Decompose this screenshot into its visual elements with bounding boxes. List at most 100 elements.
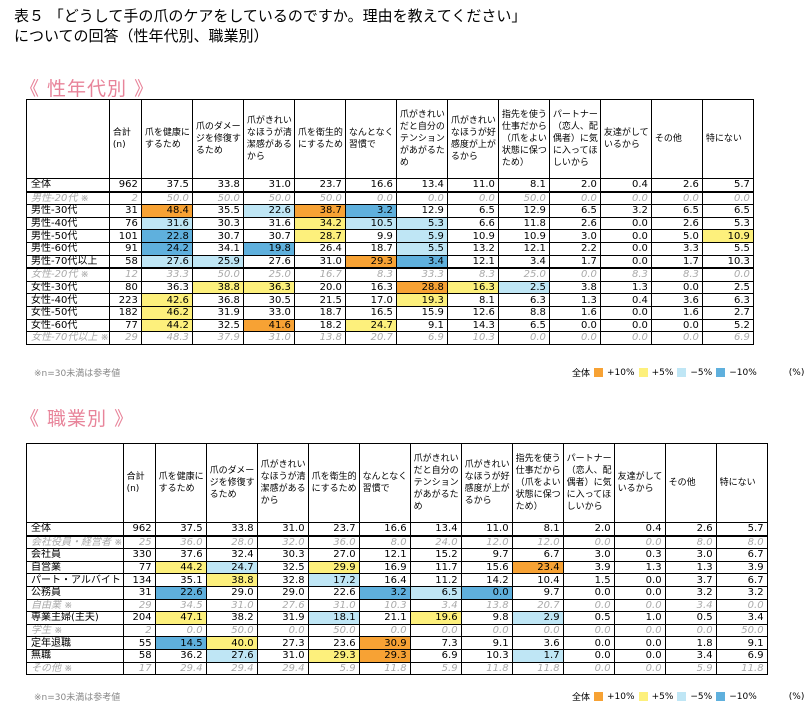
- table-cell: 44.2: [140, 318, 193, 333]
- table-cell: 223: [108, 293, 142, 307]
- table-cell: 6.5: [548, 204, 601, 218]
- table-cell: 24.7: [344, 318, 397, 333]
- table-age-gender: 合計 (n) 爪を健康にするため 爪のダメージを修復するため 爪がきれいなほうが清潔感…: [26, 99, 754, 345]
- row-label: その他 ※: [26, 661, 124, 676]
- table-cell: 77: [122, 560, 156, 575]
- table-cell: 6.9: [409, 648, 462, 663]
- table-cell: 23.6: [307, 636, 360, 650]
- table-cell: 36.3: [140, 280, 193, 295]
- column-header: 爪がきれいなほうが清潔感があるから: [242, 99, 295, 179]
- header-row: 合計 (n) 爪を健康にするため 爪のダメージを修復するため 爪がきれいなほうが清潔感…: [26, 443, 768, 523]
- table-cell: 50.0: [191, 191, 244, 206]
- table-cell: 18.1: [307, 611, 360, 625]
- column-header: なんとなく習慣で: [344, 99, 397, 179]
- table-cell: 12: [108, 267, 142, 282]
- table-cell: 3.6: [511, 636, 564, 650]
- table-cell: 15.6: [460, 560, 513, 575]
- table-cell: 0.0: [715, 598, 768, 613]
- table-cell: 6.5: [409, 585, 462, 600]
- table-cell: 31.6: [140, 216, 193, 231]
- legend-label: −5%: [690, 691, 713, 702]
- table-cell: 33.3: [140, 267, 193, 282]
- table-cell: 13.4: [395, 177, 448, 193]
- table-cell: 5.5: [701, 241, 754, 256]
- column-header: 友達がしているから: [613, 443, 666, 523]
- table-cell: 31.0: [205, 598, 258, 613]
- table-cell: 10.4: [511, 573, 564, 587]
- table-cell: 2.5: [497, 280, 550, 295]
- table-cell: 3.4: [497, 254, 550, 269]
- table-cell: 11.0: [446, 177, 499, 193]
- table-cell: 0.0: [548, 191, 601, 206]
- header-corner: [26, 443, 124, 523]
- table-cell: 3.4: [664, 648, 717, 663]
- table-cell: 13.8: [460, 598, 513, 613]
- table-cell: 3.8: [548, 280, 601, 295]
- table-cell: 0.0: [613, 648, 666, 663]
- table-cell: 5.0: [650, 229, 703, 243]
- table-cell: 330: [122, 548, 156, 562]
- table-cell: 3.2: [599, 204, 652, 218]
- table-row: 女性-60代 77 44.2 32.5 41.6 18.2 24.7 9.1 14.3 6.5 0.…: [26, 318, 754, 333]
- legend-swatch: [677, 368, 687, 377]
- table-row: 自由業 ※ 29 34.5 31.0 27.6 31.0 10.3 3.4 13.8 20.7 0.…: [26, 598, 768, 613]
- table-cell: 0.0: [562, 648, 615, 663]
- table-cell: 27.3: [256, 636, 309, 650]
- table-cell: 32.4: [205, 548, 258, 562]
- table-cell: 3.9: [562, 560, 615, 575]
- row-label: パート・アルバイト: [26, 573, 124, 587]
- table-cell: 2.6: [650, 177, 703, 193]
- table-cell: 19.6: [409, 611, 462, 625]
- table-cell: 5.9: [395, 229, 448, 243]
- table-cell: 12.9: [497, 204, 550, 218]
- table-cell: 38.8: [191, 280, 244, 295]
- table-row: 男性-60代 91 24.2 34.1 19.8 26.4 18.7 5.5 13.2 12.1 2…: [26, 241, 754, 256]
- table-row: 男性-50代 101 22.8 30.7 30.7 28.7 9.9 5.9 10.9 10.9 3…: [26, 229, 754, 243]
- page-title: 表５ 「どうして手の爪のケアをしているのですか。理由を教えてください」 について…: [14, 6, 526, 46]
- table-cell: 16.3: [446, 280, 499, 295]
- table-cell: 0.0: [154, 623, 207, 638]
- table-cell: 0.0: [548, 267, 601, 282]
- column-header: パートナー（恋人、配偶者）に気に入ってほしいから: [548, 99, 601, 179]
- table-cell: 0.4: [613, 521, 666, 537]
- table-cell: 32.8: [256, 573, 309, 587]
- table-cell: 25.0: [242, 267, 295, 282]
- table-cell: 2.0: [562, 521, 615, 537]
- table-cell: 37.9: [191, 331, 244, 345]
- table-cell: 0.0: [562, 623, 615, 638]
- table-cell: 37.5: [154, 521, 207, 537]
- table-cell: 1.3: [599, 280, 652, 295]
- table-cell: 16.5: [344, 305, 397, 320]
- table-cell: 6.7: [715, 548, 768, 562]
- row-label: 自由業 ※: [26, 598, 124, 613]
- table-cell: 18.7: [293, 305, 346, 320]
- table-cell: 22.8: [140, 229, 193, 243]
- table-cell: 3.2: [358, 585, 411, 600]
- table-cell: 29: [108, 331, 142, 345]
- table-cell: 17.0: [344, 293, 397, 307]
- table-cell: 32.0: [256, 535, 309, 550]
- table-cell: 0.0: [599, 191, 652, 206]
- table-cell: 8.1: [497, 177, 550, 193]
- table-cell: 18.7: [344, 241, 397, 256]
- table-cell: 29.0: [205, 585, 258, 600]
- table-cell: 50.0: [497, 191, 550, 206]
- column-header: 爪を衛生的にするため: [307, 443, 360, 523]
- column-header: 特にない: [715, 443, 768, 523]
- table-cell: 1.7: [650, 254, 703, 269]
- table-row: パート・アルバイト 134 35.1 38.8 32.8 17.2 16.4 11.2 14.2…: [26, 573, 768, 587]
- row-label: 女性-60代: [26, 318, 110, 333]
- table-cell: 50.0: [307, 623, 360, 638]
- row-label: 自営業: [26, 560, 124, 575]
- table-cell: 0.0: [562, 585, 615, 600]
- table-cell: 0.0: [511, 623, 564, 638]
- table-cell: 8.8: [497, 305, 550, 320]
- table-cell: 8.0: [358, 535, 411, 550]
- legend-label: −5%: [690, 367, 713, 378]
- table-cell: 1.0: [613, 611, 666, 625]
- table-cell: 8.0: [715, 535, 768, 550]
- table-cell: 30.5: [242, 293, 295, 307]
- table-row: 全体 962 37.5 33.8 31.0 23.7 16.6 13.4 11.0 8.1 2.0 0…: [26, 521, 768, 537]
- reference-note: ※n=30未満は参考値: [34, 369, 121, 379]
- table-cell: 3.4: [395, 254, 448, 269]
